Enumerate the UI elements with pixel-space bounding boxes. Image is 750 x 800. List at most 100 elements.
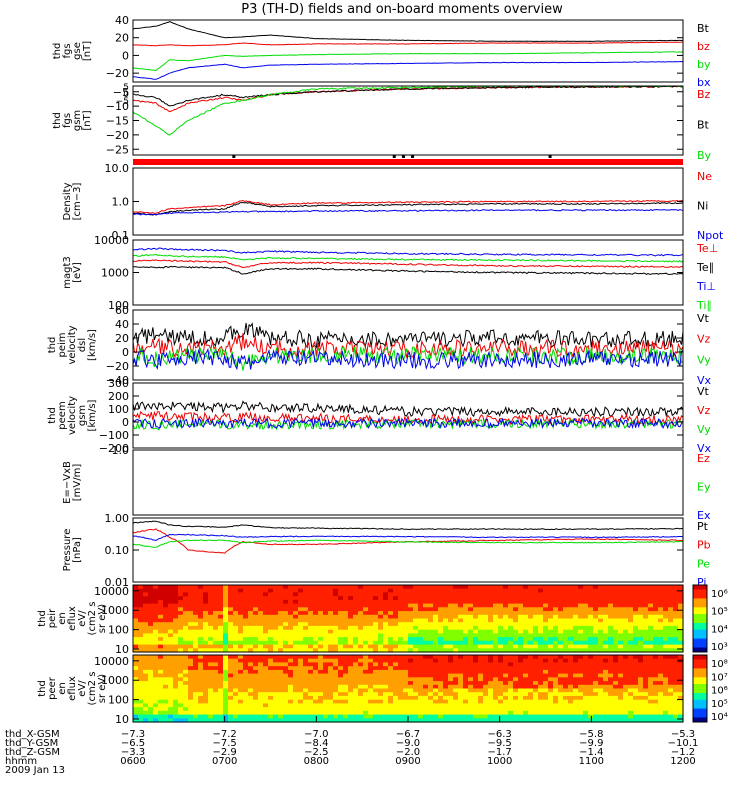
spectrogram-cell — [368, 618, 374, 623]
spectrogram-cell — [483, 625, 489, 631]
spectrogram-cell — [173, 603, 179, 608]
spectrogram-cell — [413, 718, 419, 723]
spectrogram-cell — [588, 592, 594, 597]
spectrogram-cell — [373, 611, 379, 616]
spectrogram-cell — [438, 710, 444, 716]
spectrogram-cell — [658, 648, 664, 653]
spectrogram-cell — [428, 603, 434, 608]
spectrogram-cell — [353, 633, 359, 638]
spectrogram-cell — [468, 666, 474, 671]
spectrogram-cell — [633, 692, 639, 697]
spectrogram-cell — [228, 618, 234, 623]
spectrogram-cell — [533, 718, 539, 723]
spectrogram-cell — [198, 658, 204, 663]
spectrogram-cell — [158, 603, 164, 608]
spectrogram-cell — [158, 681, 164, 686]
spectrogram-cell — [233, 637, 239, 642]
spectrogram-cell — [278, 703, 284, 708]
spectrogram-cell — [238, 669, 244, 675]
spectrogram-cell — [538, 618, 544, 623]
spectrogram-cell — [428, 633, 434, 638]
spectrogram-cell — [308, 718, 314, 723]
spectrogram-cell — [603, 640, 609, 646]
spectrogram-cell — [218, 714, 224, 719]
spectrogram-cell — [203, 655, 209, 660]
colorbar-segment — [693, 598, 707, 602]
spectrogram-cell — [533, 666, 539, 671]
colorbar-segment — [693, 701, 707, 705]
spectrogram-cell — [618, 592, 624, 597]
spectrogram-cell — [163, 644, 169, 649]
spectrogram-cell — [563, 707, 569, 712]
spectrogram-cell — [358, 714, 364, 719]
spectrogram-cell — [383, 673, 389, 678]
y-axis-label: thd — [47, 407, 58, 424]
spectrogram-cell — [283, 607, 289, 612]
y-axis-label: (cm2 s — [87, 672, 98, 706]
spectrogram-cell — [318, 710, 324, 716]
y-tick-label: 40 — [115, 14, 129, 27]
spectrogram-cell — [218, 666, 224, 671]
spectrogram-cell — [373, 648, 379, 653]
spectrogram-cell — [133, 695, 139, 701]
spectrogram-cell — [288, 658, 294, 663]
spectrogram-cell — [403, 655, 409, 660]
spectrogram-cell — [508, 666, 514, 671]
spectrogram-cell — [558, 640, 564, 646]
spectrogram-cell — [598, 607, 604, 612]
spectrogram-cell — [173, 599, 179, 605]
spectrogram-cell — [238, 618, 244, 623]
spectrogram-cell — [183, 707, 189, 712]
spectrogram-cell — [328, 692, 334, 697]
spectrogram-cell — [533, 684, 539, 690]
spectrogram-cell — [643, 688, 649, 693]
spectrogram-cell — [278, 588, 284, 593]
spectrogram-cell — [328, 666, 334, 671]
series-pt-line — [132, 520, 684, 531]
spectrogram-cell — [623, 688, 629, 693]
spectrogram-cell — [598, 648, 604, 653]
spectrogram-cell — [328, 658, 334, 663]
spectrogram-cell — [478, 599, 484, 605]
spectrogram-cell — [143, 629, 149, 634]
spectrogram-cell — [403, 703, 409, 708]
spectrogram-cell — [428, 673, 434, 678]
spectrogram-cell — [223, 588, 229, 593]
spectrogram-cell — [398, 681, 404, 686]
spectrogram-cell — [168, 673, 174, 678]
spectrogram-cell — [208, 673, 214, 678]
spectrogram-cell — [158, 699, 164, 704]
colorbar-segment — [693, 688, 707, 692]
spectrogram-cell — [618, 588, 624, 593]
spectrogram-cell — [133, 592, 139, 597]
spectrogram-cell — [368, 629, 374, 634]
spectrogram-cell — [513, 655, 519, 660]
spectrogram-cell — [328, 640, 334, 646]
spectrogram-cell — [573, 688, 579, 693]
spectrogram-cell — [518, 637, 524, 642]
spectrogram-cell — [623, 681, 629, 686]
spectrogram-cell — [223, 684, 229, 690]
spectrogram-cell — [558, 644, 564, 649]
spectrogram-cell — [138, 677, 144, 682]
spectrogram-cell — [658, 673, 664, 678]
spectrogram-cell — [548, 618, 554, 623]
spectrogram-cell — [228, 622, 234, 627]
spectrogram-cell — [198, 592, 204, 597]
spectrogram-cell — [438, 640, 444, 646]
spectrogram-cell — [588, 662, 594, 667]
spectrogram-cell — [243, 629, 249, 634]
spectrogram-cell — [568, 629, 574, 634]
spectrogram-cell — [278, 629, 284, 634]
spectrogram-cell — [198, 625, 204, 631]
spectrogram-cell — [193, 585, 199, 590]
spectrogram-cell — [568, 640, 574, 646]
spectrogram-cell — [573, 629, 579, 634]
spectrogram-cell — [353, 677, 359, 682]
spectrogram-cell — [433, 714, 439, 719]
spectrogram-cell — [663, 718, 669, 723]
spectrogram-cell — [633, 707, 639, 712]
spectrogram-cell — [198, 710, 204, 716]
spectrogram-cell — [428, 707, 434, 712]
spectrogram-cell — [268, 669, 274, 675]
